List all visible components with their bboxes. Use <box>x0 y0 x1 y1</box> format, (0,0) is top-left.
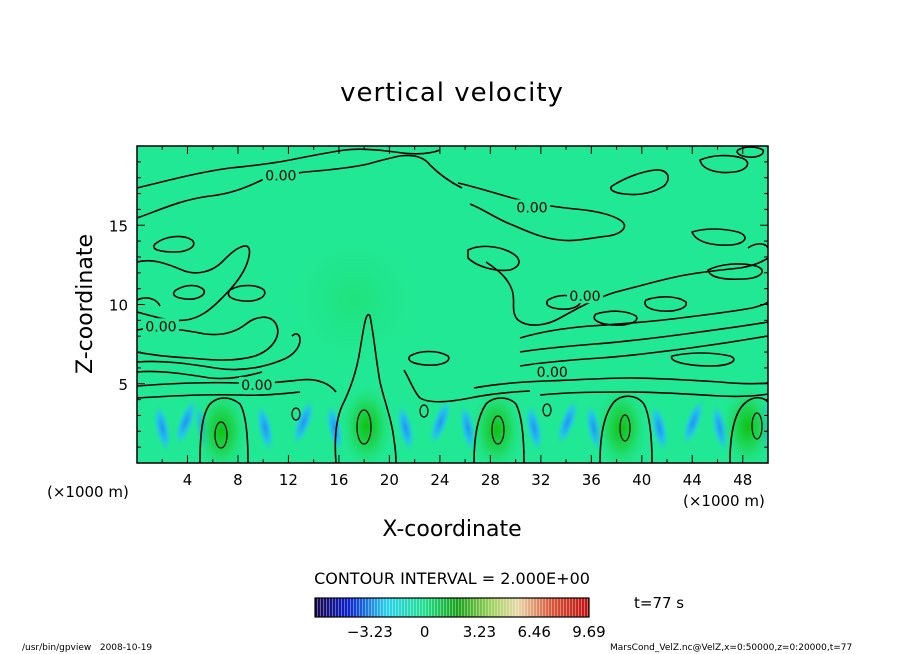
updraft-core <box>468 383 525 463</box>
y-tick-label: 15 <box>109 217 128 235</box>
downdraft-core <box>174 397 198 447</box>
downdraft-core <box>152 402 172 454</box>
x-tick-label: 20 <box>380 471 399 489</box>
colorbar-tick-label: 0 <box>420 623 430 641</box>
x-tick-label: 48 <box>733 471 752 489</box>
downdraft-core <box>555 397 580 447</box>
x-tick-label: 24 <box>430 471 449 489</box>
downdraft-core <box>255 402 275 454</box>
contour-label-bg <box>567 288 604 304</box>
y-tick-label: 10 <box>109 297 128 315</box>
colorbar-tick-label: 9.69 <box>572 623 605 641</box>
contour-label: 0.00 <box>145 319 176 335</box>
y-axis-label: Z-coordinate <box>73 234 98 374</box>
colorbar-tick-label: 6.46 <box>517 623 550 641</box>
contour-label-bg <box>142 318 179 334</box>
downdraft-core <box>649 402 669 454</box>
updraft-core <box>719 380 768 463</box>
rising-plume-shading <box>279 225 429 375</box>
x-tick-label: 40 <box>632 471 651 489</box>
contour-label: 0.00 <box>265 169 296 185</box>
colorbar: −3.23 0 3.23 6.46 9.69 <box>314 597 606 641</box>
x-tick-labels: 4 8 12 16 20 24 28 32 36 40 44 48 <box>183 471 753 489</box>
contour-label: 0.00 <box>537 365 568 381</box>
x-tick-label: 32 <box>531 471 550 489</box>
plot-area: 0.00 0.00 0.00 0.00 0.00 0.00 <box>137 146 768 463</box>
x-tick-label: 8 <box>233 471 243 489</box>
x-tick-label: 4 <box>183 471 193 489</box>
updraft-core <box>593 382 650 463</box>
footer-left: /usr/bin/gpview 2008-10-19 <box>22 643 152 653</box>
downdraft-core <box>396 402 416 454</box>
x-tick-label: 28 <box>481 471 500 489</box>
x-unit-left: (×1000 m) <box>47 483 129 501</box>
contour-label-bg <box>534 364 571 380</box>
contour-label-bg <box>238 376 275 392</box>
chart-title: vertical velocity <box>340 78 564 108</box>
x-unit-right: (×1000 m) <box>683 492 765 510</box>
x-tick-label: 44 <box>683 471 702 489</box>
x-tick-label: 36 <box>582 471 601 489</box>
downdraft-core <box>428 397 452 447</box>
downdraft-core <box>291 397 316 447</box>
contour-label: 0.00 <box>569 289 600 305</box>
x-axis-label: X-coordinate <box>382 517 521 542</box>
contour-label-bg <box>262 167 299 183</box>
footer-right: MarsCond_VelZ.nc@VelZ,x=0:50000,z=0:2000… <box>610 643 852 653</box>
colorbar-stripes <box>315 598 589 617</box>
downdraft-core <box>681 397 705 447</box>
time-label: t=77 s <box>634 594 684 612</box>
x-tick-label: 12 <box>279 471 298 489</box>
y-tick-label: 5 <box>118 376 128 394</box>
contour-label: 0.00 <box>516 200 547 216</box>
downdraft-core <box>325 402 345 454</box>
contour-labels: 0.00 0.00 0.00 0.00 0.00 0.00 <box>142 167 604 394</box>
y-tick-labels: 5 10 15 <box>109 217 128 394</box>
updraft-core <box>193 385 250 463</box>
colorbar-tick-labels: −3.23 0 3.23 6.46 9.69 <box>347 623 606 641</box>
colorbar-frame <box>314 597 590 618</box>
colorbar-tick-label: −3.23 <box>347 623 393 641</box>
contour-interval-label: CONTOUR INTERVAL = 2.000E+00 <box>314 569 590 588</box>
axis-ticks <box>137 146 768 463</box>
downdraft-core <box>524 402 544 454</box>
contour-label: 0.00 <box>241 378 272 394</box>
colorbar-tick-label: 3.23 <box>463 623 496 641</box>
updraft-regions <box>193 380 768 463</box>
x-tick-label: 16 <box>329 471 348 489</box>
contour-label-bg <box>514 199 551 215</box>
updraft-core <box>338 380 395 463</box>
